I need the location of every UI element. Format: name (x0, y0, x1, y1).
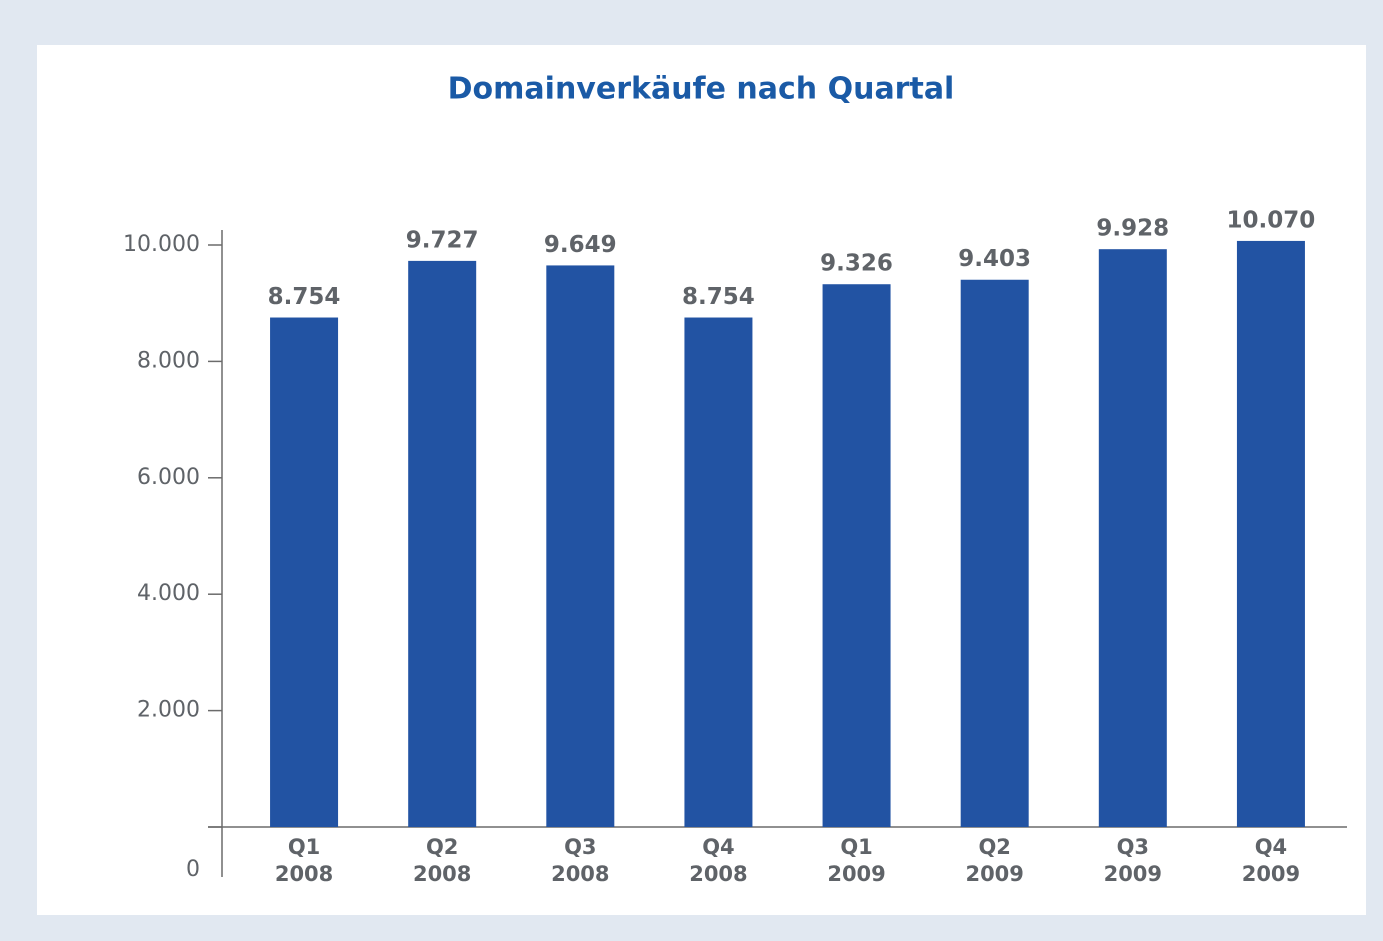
bar (822, 284, 891, 827)
x-tick-label: 2008 (413, 862, 471, 886)
x-tick-label: 2008 (689, 862, 747, 886)
chart-title: Domainverkäufe nach Quartal (448, 72, 955, 107)
x-tick-label: Q1 (840, 835, 872, 859)
bar (1236, 240, 1305, 827)
bar (546, 265, 615, 827)
value-label: 10.070 (1227, 207, 1316, 233)
bar (408, 260, 477, 827)
x-tick-label: Q1 (288, 835, 320, 859)
bar (960, 279, 1029, 828)
bar (1098, 249, 1167, 827)
value-label: 9.403 (958, 246, 1031, 272)
x-tick-label: Q3 (564, 835, 596, 859)
x-tick-label: 2009 (827, 862, 885, 886)
x-tick-label: 2008 (275, 862, 333, 886)
x-tick-label: 2008 (551, 862, 609, 886)
y-tick-label: 4.000 (137, 581, 200, 606)
x-tick-label: 2009 (1104, 862, 1162, 886)
value-label: 9.649 (544, 232, 617, 258)
y-tick-label: 8.000 (137, 348, 200, 373)
x-tick-label: Q2 (978, 835, 1010, 859)
value-label: 9.928 (1096, 216, 1169, 242)
x-tick-label: Q4 (702, 835, 734, 859)
value-label: 8.754 (682, 284, 755, 310)
y-tick-label: 10.000 (123, 232, 200, 257)
value-label: 9.326 (820, 251, 893, 277)
bar (270, 317, 339, 827)
x-tick-label: Q2 (426, 835, 458, 859)
bar (684, 317, 753, 827)
x-tick-label: Q3 (1117, 835, 1149, 859)
y-tick-label: 6.000 (137, 465, 200, 490)
y-tick-label: 0 (186, 857, 200, 882)
x-tick-label: Q4 (1255, 835, 1287, 859)
value-label: 8.754 (268, 284, 341, 310)
x-tick-label: 2009 (1242, 862, 1300, 886)
value-label: 9.727 (406, 227, 479, 253)
x-tick-label: 2009 (965, 862, 1023, 886)
y-tick-label: 2.000 (137, 698, 200, 723)
